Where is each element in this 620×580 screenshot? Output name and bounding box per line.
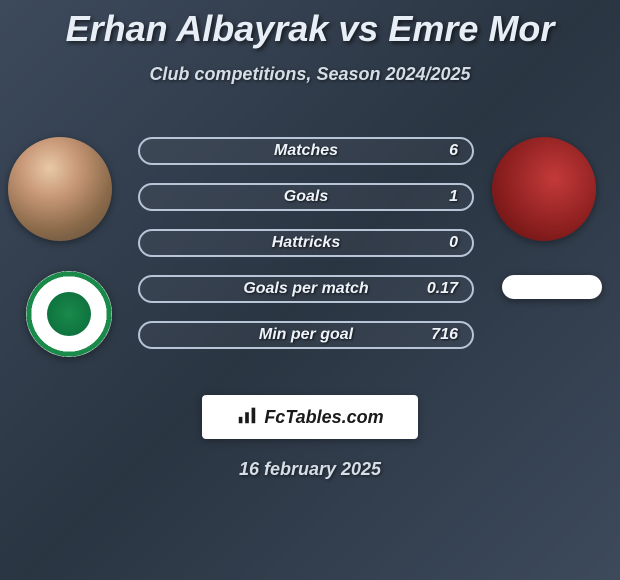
page-title: Erhan Albayrak vs Emre Mor xyxy=(0,0,620,50)
stat-label: Goals per match xyxy=(140,280,472,298)
stat-row: Goals 1 xyxy=(138,183,474,211)
stat-label: Goals xyxy=(140,188,472,206)
stat-value-right: 716 xyxy=(431,326,458,344)
stat-label: Hattricks xyxy=(140,234,472,252)
club-left-logo xyxy=(26,271,112,357)
stat-row: Goals per match 0.17 xyxy=(138,275,474,303)
barchart-icon xyxy=(236,404,258,431)
comparison-panel: Matches 6 Goals 1 Hattricks 0 Goals per … xyxy=(0,115,620,375)
brand-text: FcTables.com xyxy=(264,407,383,428)
stat-row: Hattricks 0 xyxy=(138,229,474,257)
stat-row: Matches 6 xyxy=(138,137,474,165)
player-left-photo xyxy=(8,137,112,241)
club-right-logo xyxy=(502,275,602,299)
season-subtitle: Club competitions, Season 2024/2025 xyxy=(0,64,620,85)
player-right-photo xyxy=(492,137,596,241)
stat-label: Min per goal xyxy=(140,326,472,344)
stat-label: Matches xyxy=(140,142,472,160)
stat-value-right: 6 xyxy=(449,142,458,160)
stat-row: Min per goal 716 xyxy=(138,321,474,349)
date-label: 16 february 2025 xyxy=(0,459,620,480)
stats-list: Matches 6 Goals 1 Hattricks 0 Goals per … xyxy=(138,137,474,367)
stat-value-right: 1 xyxy=(449,188,458,206)
brand-badge[interactable]: FcTables.com xyxy=(202,395,418,439)
stat-value-right: 0 xyxy=(449,234,458,252)
stat-value-right: 0.17 xyxy=(427,280,458,298)
